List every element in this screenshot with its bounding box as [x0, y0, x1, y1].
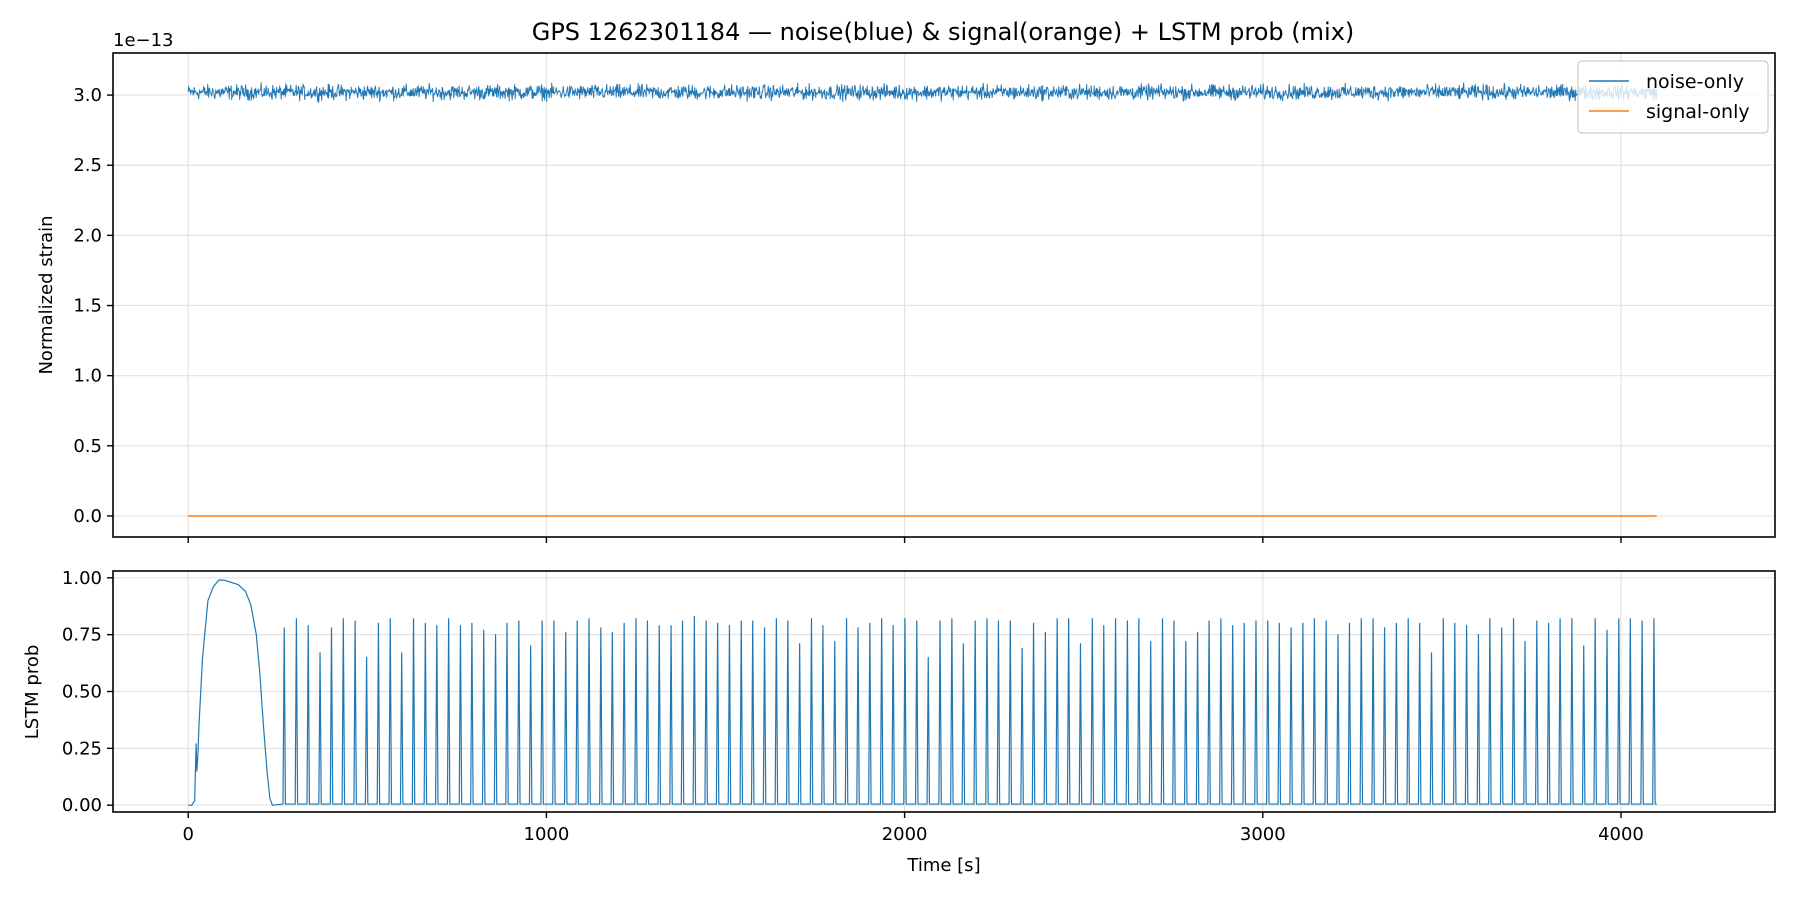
series-lstm-prob-line	[188, 579, 1657, 806]
top-y-tick-label: 2.0	[73, 225, 102, 246]
strain-y-label: Normalized strain	[36, 215, 57, 374]
lstm-grid	[113, 571, 1775, 812]
lstm-y-ticks: 0.00 0.25 0.50 0.75 1.00	[62, 568, 113, 816]
x-axis-label: Time [s]	[906, 855, 980, 876]
legend-label-noise-only: noise-only	[1646, 71, 1744, 93]
bot-y-tick-label: 0.25	[62, 738, 102, 759]
lstm-x-ticks: 0 1000 2000 3000 4000	[182, 812, 1644, 845]
chart-title: GPS 1262301184 — noise(blue) & signal(or…	[532, 18, 1355, 46]
lstm-y-label: LSTM prob	[22, 645, 43, 740]
top-y-tick-label: 2.5	[73, 155, 102, 176]
top-y-tick-label: 0.5	[73, 436, 102, 457]
top-y-tick-label: 0.0	[73, 506, 102, 527]
strain-panel: 0.0 0.5 1.0 1.5 2.0 2.5 3.0 1e−13 Normalized s…	[36, 30, 1776, 543]
legend: noise-only signal-only	[1577, 60, 1769, 134]
x-tick-label: 4000	[1598, 824, 1644, 845]
strain-offset-text: 1e−13	[113, 30, 174, 51]
bot-y-tick-label: 1.00	[62, 568, 102, 589]
bot-y-tick-label: 0.75	[62, 625, 102, 646]
strain-series	[187, 82, 1658, 517]
top-y-tick-label: 3.0	[73, 85, 102, 106]
bot-y-tick-label: 0.50	[62, 682, 102, 703]
x-tick-label: 2000	[882, 824, 928, 845]
x-tick-label: 0	[182, 824, 193, 845]
legend-frame	[1577, 60, 1769, 134]
bot-y-tick-label: 0.00	[62, 795, 102, 816]
strain-x-ticks	[187, 537, 1622, 543]
lstm-series	[188, 579, 1657, 806]
x-tick-label: 3000	[1240, 824, 1286, 845]
strain-y-ticks: 0.0 0.5 1.0 1.5 2.0 2.5 3.0	[73, 85, 113, 527]
legend-label-signal-only: signal-only	[1646, 101, 1750, 123]
series-noise-only-line	[187, 82, 1658, 103]
top-y-tick-label: 1.0	[73, 366, 102, 387]
strain-axes-frame	[112, 52, 1776, 538]
top-y-tick-label: 1.5	[73, 296, 102, 317]
lstm-panel: 0.00 0.25 0.50 0.75 1.00 0 1000 2000 3000 4000 L…	[22, 568, 1776, 876]
x-tick-label: 1000	[524, 824, 570, 845]
